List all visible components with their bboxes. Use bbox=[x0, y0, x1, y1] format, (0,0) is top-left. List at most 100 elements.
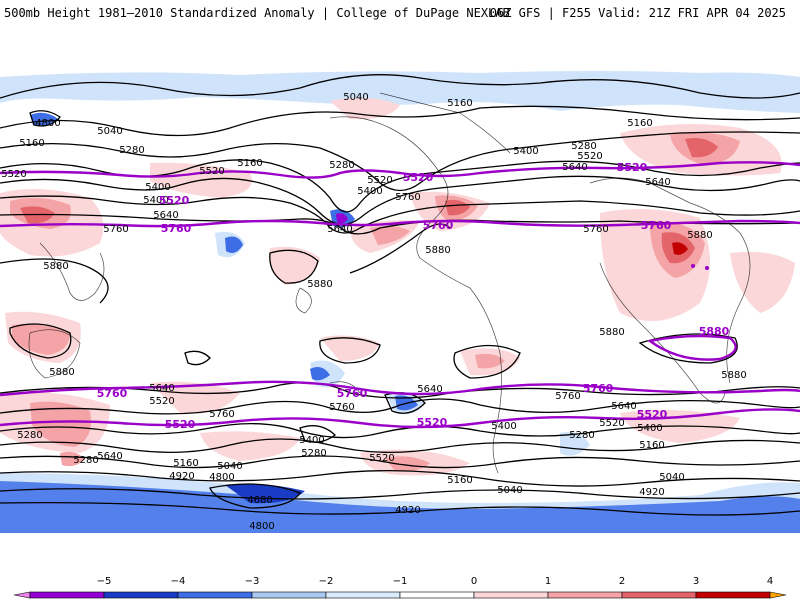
contour-label: 5280 bbox=[569, 430, 594, 441]
colorbar-right-arrow bbox=[769, 591, 787, 599]
contour-label: 5520 bbox=[1, 169, 26, 180]
run-info: 06Z GFS | F255 Valid: 21Z FRI APR 04 202… bbox=[489, 6, 786, 20]
contour-label: 5640 bbox=[149, 383, 174, 394]
contour-label: 5400 bbox=[299, 435, 324, 446]
colorbar-ticks: −5−4−3−2−1012345 bbox=[97, 576, 774, 587]
colorbar-tick-label: −3 bbox=[245, 576, 260, 587]
contour-label: 5400 bbox=[637, 423, 662, 434]
colorbar-segment bbox=[325, 591, 401, 599]
highlight-label: 5520 bbox=[403, 171, 434, 184]
contour-label: 5640 bbox=[417, 384, 442, 395]
colorbar-tick-label: 2 bbox=[619, 576, 625, 587]
colorbar-segments bbox=[13, 591, 787, 599]
highlight-label: 5520 bbox=[159, 194, 190, 207]
contour-label: 5760 bbox=[329, 402, 354, 413]
colorbar-segment bbox=[547, 591, 623, 599]
contour-label: 5280 bbox=[301, 448, 326, 459]
contour-label: 5640 bbox=[327, 224, 352, 235]
contour-label: 4800 bbox=[209, 472, 234, 483]
colorbar-tick-label: 1 bbox=[545, 576, 551, 587]
colorbar-tick-label: 0 bbox=[471, 576, 477, 587]
highlight-label: 5520 bbox=[617, 161, 648, 174]
contour-label: 4800 bbox=[249, 521, 274, 532]
contour-label: 5760 bbox=[395, 192, 420, 203]
contour-label: 5160 bbox=[627, 118, 652, 129]
highlight-label: 5760 bbox=[641, 219, 672, 232]
contour-labels: 4800 5040 5040 5160 5160 5160 5280 5280 … bbox=[1, 92, 746, 532]
contour-label: 4920 bbox=[169, 471, 194, 482]
contour-label: 5280 bbox=[329, 160, 354, 171]
highlight-label: 5520 bbox=[165, 418, 196, 431]
colorbar-tick-label: −2 bbox=[319, 576, 334, 587]
height-contours bbox=[0, 74, 800, 516]
contour-label: 5520 bbox=[199, 166, 224, 177]
contour-label: 4800 bbox=[35, 118, 60, 129]
contour-label: 5520 bbox=[577, 151, 602, 162]
highlight-label: 5880 bbox=[699, 325, 730, 338]
highlight-label: 5520 bbox=[417, 416, 448, 429]
contour-label: 5040 bbox=[497, 485, 522, 496]
extreme-negative-anomaly-shading bbox=[336, 213, 348, 224]
colorbar-left-arrow bbox=[13, 591, 31, 599]
contour-label: 5400 bbox=[491, 421, 516, 432]
contour-label: 5040 bbox=[97, 126, 122, 137]
contour-label: 5880 bbox=[307, 279, 332, 290]
contour-label: 5520 bbox=[149, 396, 174, 407]
colorbar-segment bbox=[103, 591, 179, 599]
colorbar-segment bbox=[621, 591, 697, 599]
contour-label: 5400 bbox=[145, 182, 170, 193]
contour-label: 5160 bbox=[173, 458, 198, 469]
highlight-labels: 5520 5520 5520 5760 5760 5760 5880 5760 … bbox=[97, 161, 730, 431]
contour-label: 5160 bbox=[639, 440, 664, 451]
contour-label: 5520 bbox=[369, 453, 394, 464]
contour-label: 5760 bbox=[583, 224, 608, 235]
colorbar-segment bbox=[695, 591, 771, 599]
contour-label: 5520 bbox=[599, 418, 624, 429]
contour-label: 5400 bbox=[357, 186, 382, 197]
highlight-label: 5760 bbox=[583, 382, 614, 395]
highlight-label: 5520 bbox=[637, 408, 668, 421]
colorbar-tick-label: 4 bbox=[767, 576, 773, 587]
highlight-label: 5760 bbox=[337, 387, 368, 400]
contour-label: 4920 bbox=[639, 487, 664, 498]
contour-label: 5520 bbox=[367, 175, 392, 186]
contour-label: 5640 bbox=[645, 177, 670, 188]
contour-label: 5760 bbox=[555, 391, 580, 402]
contour-label: 5640 bbox=[562, 162, 587, 173]
contour-label: 5640 bbox=[97, 451, 122, 462]
contour-label: 5640 bbox=[153, 210, 178, 221]
contour-label: 5880 bbox=[425, 245, 450, 256]
contour-label: 5880 bbox=[721, 370, 746, 381]
colorbar-segment bbox=[29, 591, 105, 599]
contour-label: 5040 bbox=[659, 472, 684, 483]
contour-label: 5160 bbox=[447, 98, 472, 109]
contour-label: 4920 bbox=[395, 505, 420, 516]
colorbar: −5−4−3−2−1012345 bbox=[13, 576, 787, 599]
contour-label: 5280 bbox=[73, 455, 98, 466]
contour-label: 5880 bbox=[49, 367, 74, 378]
contour-label: 5880 bbox=[43, 261, 68, 272]
header: 500mb Height 1981–2010 Standardized Anom… bbox=[0, 0, 800, 32]
contour-label: 5160 bbox=[447, 475, 472, 486]
contour-label: 5040 bbox=[343, 92, 368, 103]
colorbar-tick-label: −1 bbox=[393, 576, 408, 587]
strong-positive-anomaly-shading bbox=[20, 138, 718, 264]
contour-label: 5400 bbox=[143, 195, 168, 206]
contour-label: 5880 bbox=[687, 230, 712, 241]
highlight-label: 5760 bbox=[423, 219, 454, 232]
contour-label: 5400 bbox=[513, 146, 538, 157]
marker-dots bbox=[691, 264, 709, 270]
highlight-label: 5760 bbox=[161, 222, 192, 235]
colorbar-tick-label: 3 bbox=[693, 576, 699, 587]
contour-label: 5160 bbox=[237, 158, 262, 169]
contour-label: 5280 bbox=[17, 430, 42, 441]
highlight-contours bbox=[0, 161, 800, 429]
contour-label: 5040 bbox=[217, 461, 242, 472]
map-title: 500mb Height 1981–2010 Standardized Anom… bbox=[4, 6, 510, 20]
contour-label: 5760 bbox=[209, 409, 234, 420]
contour-label: 5640 bbox=[611, 401, 636, 412]
contour-label: 4680 bbox=[247, 495, 272, 506]
colorbar-segment bbox=[251, 591, 327, 599]
highlight-label: 5760 bbox=[97, 387, 128, 400]
contour-label: 5280 bbox=[571, 141, 596, 152]
